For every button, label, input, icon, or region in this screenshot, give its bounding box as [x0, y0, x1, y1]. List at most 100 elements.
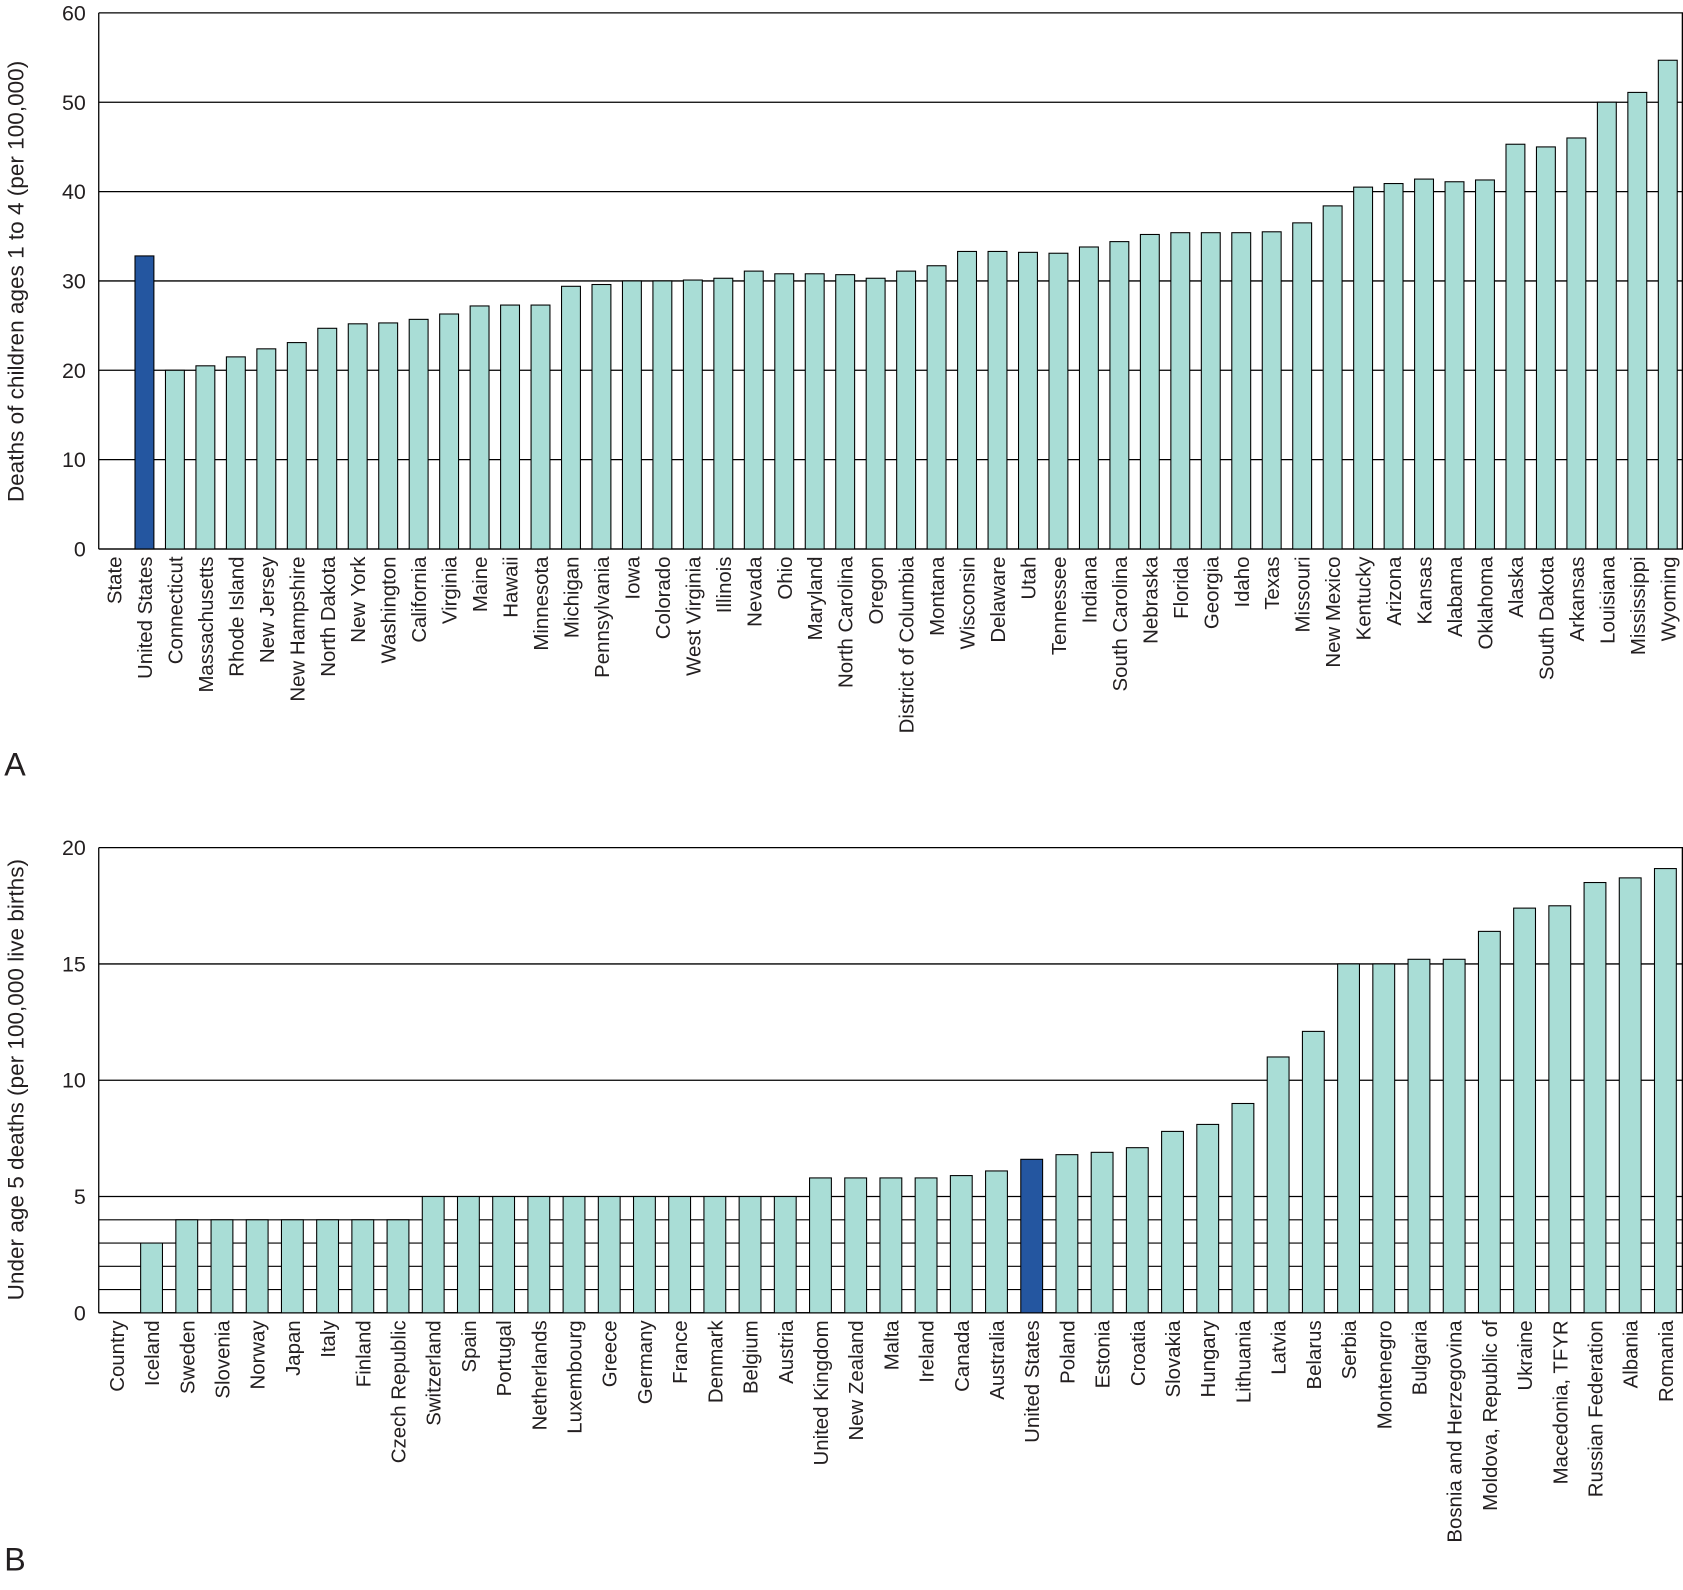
bar — [386, 1219, 410, 1314]
x-tick-label: Virginia — [440, 556, 462, 624]
x-tick-label: New Hampshire — [287, 557, 309, 702]
x-tick-label: Slovakia — [1163, 1320, 1185, 1398]
bar — [773, 1195, 797, 1314]
x-tick-label: New Mexico — [1323, 557, 1345, 668]
x-tick-label: Italy — [318, 1320, 340, 1358]
x-tick-label: Lithuania — [1233, 1320, 1255, 1403]
x-tick-label: Texas — [1262, 557, 1284, 610]
bar — [317, 327, 338, 550]
bar — [1372, 963, 1396, 1314]
bar — [1596, 101, 1617, 550]
x-tick-label: Denmark — [705, 1320, 727, 1404]
bar — [175, 1219, 199, 1314]
x-tick-label: United States — [1022, 1320, 1044, 1442]
x-axis-label: Country — [107, 1320, 129, 1392]
bar — [421, 1195, 445, 1314]
x-tick-label: Kansas — [1415, 557, 1437, 625]
bar — [562, 1195, 586, 1314]
y-axis-label: Deaths of children ages 1 to 4 (per 100,… — [4, 61, 29, 502]
bar — [1170, 232, 1191, 550]
bar — [527, 1195, 551, 1314]
x-tick-label: Pennsylvania — [592, 556, 614, 678]
x-tick-label: Wyoming — [1658, 557, 1680, 642]
x-tick-label: Utah — [1018, 557, 1040, 600]
x-tick-label: Rhode Island — [226, 557, 248, 677]
x-tick-label: Moldova, Republic of — [1480, 1320, 1502, 1511]
x-tick-label: Ukraine — [1515, 1320, 1537, 1390]
bar — [1337, 963, 1360, 1314]
bar — [134, 255, 155, 550]
x-tick-label: Ohio — [775, 557, 797, 600]
y-tick-label: 10 — [62, 1069, 86, 1093]
x-tick-label: Louisiana — [1597, 556, 1619, 644]
bar — [1200, 232, 1221, 550]
x-tick-label: France — [670, 1320, 692, 1383]
bar — [713, 277, 734, 550]
x-tick-label: Germany — [635, 1320, 657, 1405]
bar — [1653, 868, 1677, 1314]
bar — [140, 1242, 164, 1314]
x-tick-label: Malta — [881, 1320, 903, 1371]
bar — [1414, 178, 1435, 550]
x-tick-label: Romania — [1656, 1320, 1678, 1402]
x-tick-label: Nebraska — [1140, 556, 1162, 644]
bar — [1548, 905, 1572, 1314]
bar — [1161, 1130, 1184, 1314]
x-tick-label: Greece — [600, 1320, 622, 1387]
bar — [408, 318, 429, 550]
bar — [668, 1195, 692, 1314]
x-tick-label: Iceland — [142, 1320, 164, 1386]
bar — [985, 1170, 1008, 1314]
bar — [560, 285, 581, 550]
x-tick-label: Oklahoma — [1475, 556, 1497, 650]
bar — [703, 1195, 727, 1314]
x-tick-label: Czech Republic — [389, 1320, 411, 1463]
x-tick-label: Ireland — [917, 1320, 939, 1382]
x-tick-label: Iowa — [622, 556, 644, 600]
bar — [1566, 137, 1587, 550]
bar — [743, 270, 764, 550]
x-tick-label: Bulgaria — [1409, 1320, 1431, 1396]
bar — [500, 304, 521, 550]
bar — [914, 1177, 938, 1314]
bar — [949, 1175, 973, 1314]
bar — [1292, 222, 1313, 550]
bar — [682, 279, 703, 550]
bar — [597, 1195, 621, 1314]
bar — [926, 265, 947, 550]
bar — [738, 1195, 762, 1314]
bar — [469, 305, 490, 550]
x-tick-label: Serbia — [1339, 1320, 1361, 1380]
bar — [1407, 958, 1431, 1314]
bar — [1078, 246, 1099, 550]
y-tick-label: 10 — [62, 448, 86, 472]
y-tick-label: 40 — [62, 180, 86, 204]
x-tick-label: New Jersey — [257, 556, 279, 663]
x-tick-label: Colorado — [653, 557, 675, 640]
bar — [987, 250, 1008, 550]
x-tick-label: New Zealand — [846, 1320, 868, 1440]
bar — [286, 342, 307, 550]
bar — [1444, 181, 1465, 550]
x-tick-label: Poland — [1057, 1320, 1079, 1384]
bar — [1090, 1151, 1114, 1314]
x-tick-label: Albania — [1621, 1320, 1643, 1389]
y-tick-label: 20 — [62, 836, 86, 860]
bar — [378, 322, 399, 550]
bar — [835, 274, 856, 550]
bar — [1583, 881, 1607, 1314]
bar — [256, 348, 277, 550]
bar — [1618, 877, 1642, 1314]
x-tick-label: Canada — [952, 1320, 974, 1392]
x-tick-label: Delaware — [988, 557, 1010, 643]
x-tick-label: Arkansas — [1567, 557, 1589, 642]
bar — [245, 1219, 269, 1314]
x-tick-label: West Virginia — [683, 556, 705, 676]
x-tick-label: Austria — [776, 1320, 798, 1384]
panel-label: A — [4, 747, 26, 783]
x-tick-label: Alabama — [1445, 556, 1467, 637]
bar — [1020, 1158, 1044, 1314]
bar — [804, 273, 825, 550]
